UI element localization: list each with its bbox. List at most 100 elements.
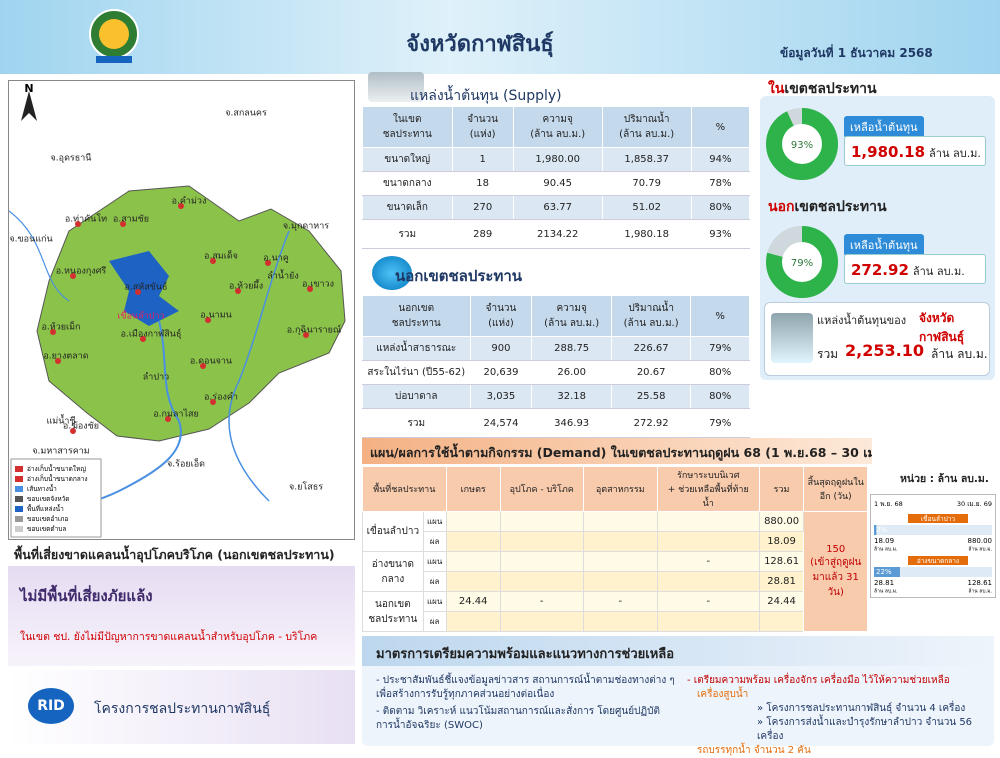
legend-box: [10, 458, 102, 538]
cell: 20,639: [469, 360, 533, 385]
cell: 1: [451, 147, 514, 172]
footer-name: โครงการชลประทานกาฬสินธุ์: [94, 701, 271, 717]
cell: [582, 511, 658, 532]
zone-title-prefix: ใน: [768, 81, 785, 97]
gauge: 79%: [766, 226, 838, 298]
measures-right: - เตรียมความพร้อม เครื่องจักร เครื่องมือ…: [687, 674, 992, 758]
cell: [656, 531, 760, 552]
north-arrow: [21, 91, 37, 121]
map-label: อ.เมืองกาฬสินธุ์: [121, 328, 182, 340]
header-cell: นอกเขต ชลประทาน: [362, 295, 471, 337]
progress-track: [874, 525, 992, 535]
cell: ขนาดเล็ก: [362, 195, 453, 220]
header-cell: เกษตร: [445, 466, 501, 512]
map-label: ลำปาว: [143, 372, 169, 383]
progress-name-box: [908, 514, 968, 523]
header-cell: ความจุ (ล้าน ลบ.ม.): [512, 106, 603, 148]
measure-item: - ติดตาม วิเคราะห์ แนวโน้มสถานการณ์และสั…: [376, 706, 660, 731]
cell: [445, 571, 501, 592]
header-cell: ปริมาณน้ำ (ล้าน ลบ.ม.): [601, 106, 692, 148]
cell: [499, 531, 584, 552]
zone: นอกเขตชลประทาน 79% เหลือน้ำต้นทุน 272.92 ล้า…: [760, 194, 995, 304]
reservoir-dot: [178, 203, 184, 209]
zone-value-box: 272.92 ล้าน ลบ.ม.: [844, 254, 986, 284]
cell: -: [656, 551, 760, 572]
reservoir-dot: [205, 317, 211, 323]
cell: 79%: [690, 336, 750, 361]
reservoir-dot: [70, 428, 76, 434]
cell: [656, 571, 760, 592]
cell: 51.02: [601, 195, 692, 220]
progress-start: 1 พ.ย. 68: [874, 500, 903, 508]
dam-icon: [368, 72, 424, 102]
row-kind: ผล: [422, 531, 447, 552]
progress-plan: 128.61: [968, 579, 993, 587]
page-title: จังหวัดกาฬสินธุ์: [406, 32, 554, 57]
legend-label: ขอบเขตจังหวัด: [27, 495, 70, 503]
progress-unit: ล้าน ลบ.ม.: [968, 546, 992, 553]
reservoir-dot: [140, 336, 146, 342]
zone-title-rest: เขตชลประทาน: [784, 81, 877, 97]
footer: RID โครงการชลประทานกาฬสินธุ์: [8, 670, 355, 744]
row-kind: แผน: [422, 511, 447, 532]
reservoir: [109, 251, 179, 326]
legend-label: เส้นทางน้ำ: [27, 484, 57, 493]
days-left: 150 (เข้าสู่ฤดูฝน มาแล้ว 31 วัน): [803, 511, 868, 632]
cell: 78%: [690, 171, 751, 196]
cell: 63.77: [512, 195, 603, 220]
progress-used: 18.09: [874, 537, 894, 545]
cell: ขนาดกลาง: [362, 171, 453, 196]
cell: 272.92: [610, 408, 692, 438]
zone-unit: ล้าน ลบ.ม.: [912, 265, 965, 278]
reservoir-dot: [307, 286, 313, 292]
header-cell: อุตสาหกรรม: [582, 466, 658, 512]
cell: -: [499, 591, 584, 612]
progress-bar: [874, 567, 900, 577]
progress-name-box: [908, 556, 968, 565]
demand-unit: หน่วย : ล้าน ลบ.ม.: [900, 473, 989, 485]
cell: 1,858.37: [601, 147, 692, 172]
cell: 25.58: [610, 384, 692, 409]
river: [228, 230, 290, 502]
zone: ในเขตชลประทาน 93% เหลือน้ำต้นทุน 1,980.18 ล้…: [760, 76, 995, 186]
zone-amount: 1,980.18: [851, 143, 926, 161]
reservoir-dot: [235, 288, 241, 294]
north-label: N: [24, 82, 33, 95]
map-label: จ.มุกดาหาร: [283, 222, 329, 232]
cell: 270: [451, 195, 514, 220]
row: ผล: [363, 611, 868, 632]
cell: [582, 531, 658, 552]
map-label: อ.เขาวง: [302, 280, 334, 290]
map-label: อ.นาคู: [263, 254, 289, 264]
measures-box: มาตรการเตรียมความพร้อมและแนวทางการช่วยเห…: [362, 636, 994, 756]
reservoir-dot: [120, 221, 126, 227]
cell: [758, 611, 805, 632]
cell: 80%: [690, 360, 750, 385]
cell: [582, 571, 658, 592]
zone-title: นอกเขตชลประทาน: [768, 196, 887, 218]
total-label: รวม: [817, 347, 839, 361]
gauge: 93%: [766, 108, 838, 180]
legend-swatch: [15, 496, 23, 502]
zone-unit: ล้าน ลบ.ม.: [929, 147, 981, 160]
risk-title: พื้นที่เสี่ยงขาดแคลนน้ำอุปโภคบริโภค (นอก…: [14, 547, 335, 562]
header-cell: จำนวน (แห่ง): [451, 106, 514, 148]
gauge-label: 79%: [791, 258, 813, 269]
cell: 289: [451, 219, 514, 249]
cell: 226.67: [610, 336, 692, 361]
row-kind: ผล: [422, 571, 447, 592]
map-label: อ.ฆ้องชัย: [63, 421, 99, 432]
legend-swatch: [15, 466, 23, 472]
cell: 28.81: [758, 571, 805, 592]
cell: แหล่งน้ำสาธารณะ: [362, 336, 471, 361]
row: รวม 24,574 346.93 272.92 79%: [362, 408, 750, 438]
demand-table: พื้นที่ชลประทาน เกษตร อุปโภค - บริโภค อุตสา…: [362, 466, 868, 632]
total-box: แหล่งน้ำต้นทุนของ จังหวัดกาฬสินธุ์ รวม 2…: [764, 302, 990, 376]
cell: -: [656, 591, 760, 612]
progress-pct: 22%: [876, 568, 892, 576]
row-kind: แผน: [422, 551, 447, 572]
area-name: เขื่อนลำปาว: [362, 511, 424, 552]
legend-label: อ่างเก็บน้ำขนาดใหญ่: [27, 464, 86, 473]
